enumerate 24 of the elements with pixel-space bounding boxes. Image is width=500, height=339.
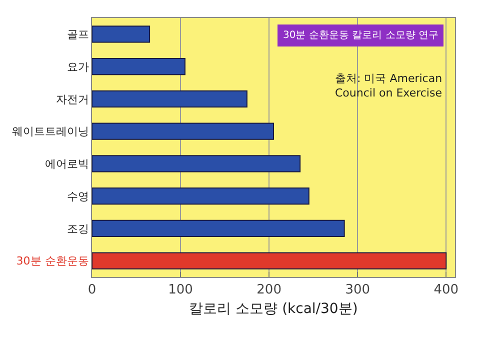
y-tick-label: 골프 <box>66 28 89 42</box>
y-tick-label: 수영 <box>66 190 89 203</box>
y-tick-label: 자전거 <box>56 92 89 106</box>
x-tick-label: 300 <box>345 282 370 298</box>
bar <box>92 187 310 205</box>
y-tick-label: 웨이트트레이닝 <box>12 125 89 138</box>
x-tick-label: 400 <box>434 282 459 298</box>
x-tick-label: 200 <box>256 282 282 298</box>
y-tick-label: 조깅 <box>66 222 89 236</box>
y-tick-label: 요가 <box>66 60 89 74</box>
x-tick-label: 0 <box>88 282 96 298</box>
bar <box>92 252 447 270</box>
x-tick-label: 100 <box>168 282 193 298</box>
annotation: 출처: 미국 American Council on Exercise <box>335 72 442 100</box>
bar <box>92 26 150 43</box>
bar <box>92 90 248 108</box>
bar <box>92 220 345 238</box>
bar <box>92 58 186 76</box>
y-tick-label: 에어로빅 <box>44 158 89 171</box>
bar <box>92 155 301 172</box>
x-axis-title: 칼로리 소모량 (kcal/30분) <box>189 300 358 317</box>
text: 30분 순환운동 칼로리 소모량 연구 <box>283 30 438 41</box>
bar <box>92 122 274 140</box>
y-tick-label: 30분 순환운동 <box>16 254 89 268</box>
